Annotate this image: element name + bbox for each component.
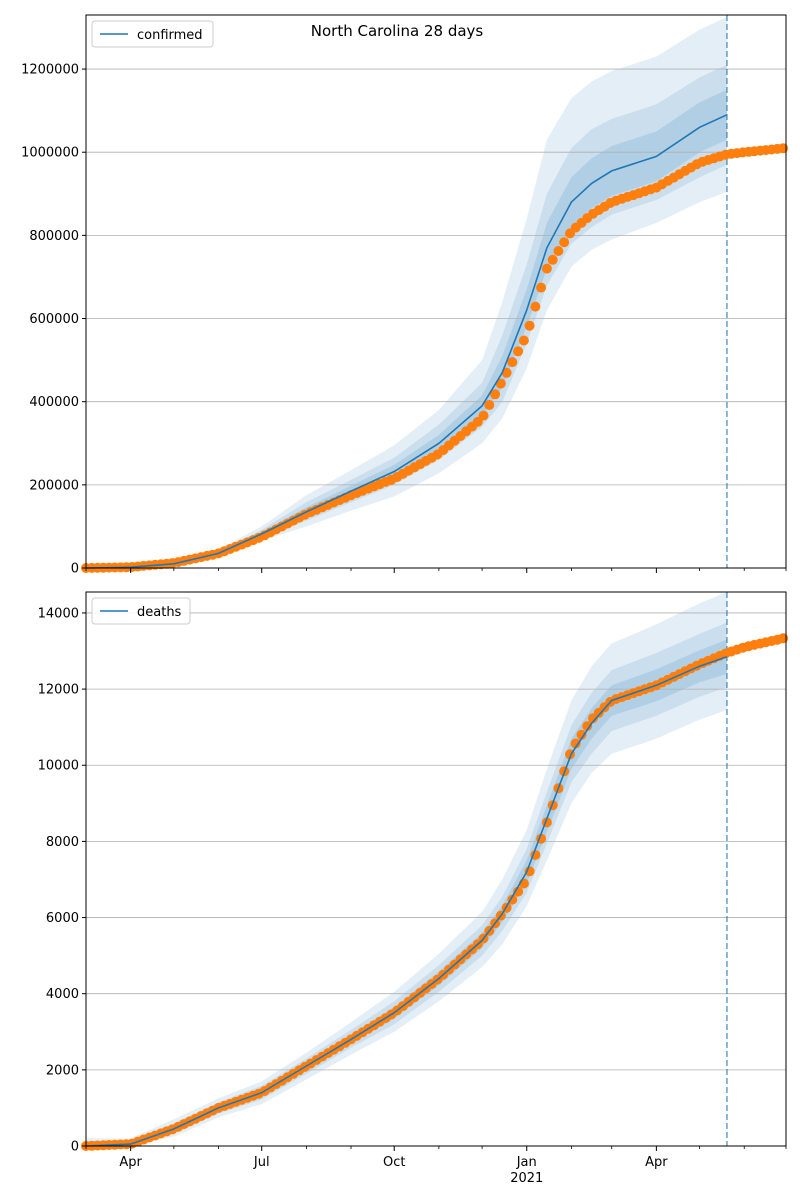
observed-point (490, 389, 501, 400)
y-tick-label: 0 (71, 562, 79, 577)
observed-point (524, 320, 535, 331)
legend-label: confirmed (137, 28, 203, 43)
x-tick-label: Oct (383, 1155, 405, 1170)
x-tick-label: Jul (253, 1155, 270, 1170)
deaths-x-axis: Apr Jul Oct Jan Apr 2021 (85, 1146, 787, 1186)
y-tick-label: 800000 (29, 229, 79, 244)
observed-point (582, 721, 593, 732)
observed-point (530, 301, 541, 312)
y-tick-label: 14000 (38, 606, 79, 621)
x-tick-label: Jan (516, 1155, 537, 1170)
observed-point (478, 410, 489, 421)
y-tick-label: 4000 (46, 987, 79, 1002)
band-outer (86, 592, 727, 1146)
y-tick-label: 200000 (29, 478, 79, 493)
y-tick-label: 1200000 (21, 63, 79, 78)
observed-point (536, 282, 547, 293)
confirmed-observed-points (81, 143, 789, 573)
observed-point (576, 729, 587, 740)
observed-point (559, 237, 570, 248)
legend-box (91, 597, 191, 625)
confirmed-legend: confirmed (91, 20, 214, 48)
observed-point (547, 254, 558, 265)
y-tick-label: 600000 (29, 312, 79, 327)
y-tick-label: 12000 (38, 683, 79, 698)
deaths-panel: 0 2000 4000 6000 8000 10000 12000 14000 Apr Jul O… (38, 591, 789, 1186)
observed-point (518, 335, 529, 346)
model-line (85, 114, 728, 569)
confirmed-axes-frame (85, 14, 787, 569)
deaths-gridlines (86, 612, 786, 1147)
confirmed-x-axis (85, 568, 787, 573)
deaths-model-line (85, 655, 728, 1147)
observed-point (495, 378, 506, 389)
confirmed-model-line (85, 114, 728, 569)
observed-point (484, 400, 495, 410)
observed-point (778, 633, 789, 644)
deaths-axes-frame (85, 591, 787, 1147)
observed-point (778, 143, 789, 154)
observed-point (570, 738, 581, 749)
x-tick-label: Apr (645, 1155, 668, 1170)
legend-box (91, 20, 214, 48)
deaths-legend: deaths (91, 597, 191, 625)
observed-point (541, 263, 552, 274)
observed-point (513, 346, 524, 357)
x-tick-label: Apr (119, 1155, 142, 1170)
y-tick-label: 6000 (46, 911, 79, 926)
model-line (85, 655, 728, 1147)
observed-point (513, 886, 524, 897)
y-tick-label: 10000 (38, 759, 79, 774)
chart-title: North Carolina 28 days (311, 22, 484, 40)
band-outer (86, 17, 727, 569)
x-year-label: 2021 (510, 1171, 543, 1186)
y-tick-label: 2000 (46, 1063, 79, 1078)
observed-point (507, 357, 518, 368)
y-tick-label: 1000000 (21, 146, 79, 161)
y-tick-label: 0 (71, 1140, 79, 1155)
y-tick-label: 8000 (46, 835, 79, 850)
observed-point (501, 367, 512, 378)
observed-point (553, 246, 564, 256)
band-mid (86, 64, 727, 569)
deaths-y-axis: 0 2000 4000 6000 8000 10000 12000 14000 (38, 606, 86, 1155)
legend-label: deaths (137, 605, 182, 620)
confirmed-panel: 020000040000060000080000010000001200000 … (21, 14, 789, 577)
y-tick-label: 400000 (29, 395, 79, 410)
confirmed-y-axis: 0 200000 400000 600000 800000 1000000 1200000 (21, 63, 86, 577)
